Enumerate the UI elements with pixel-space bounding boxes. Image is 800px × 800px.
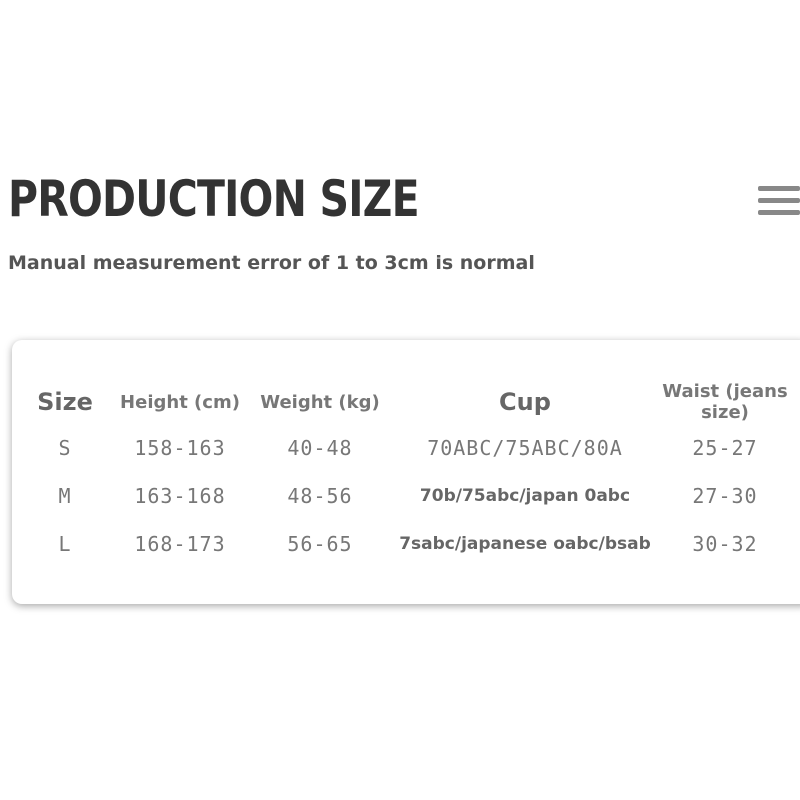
column-header: Size — [37, 388, 93, 416]
cell: 40-48 — [287, 436, 353, 460]
cell: 30-32 — [692, 532, 758, 556]
cell: 25-27 — [692, 436, 758, 460]
column-header: Weight (kg) — [260, 391, 380, 413]
cell: S — [58, 436, 72, 460]
cell: 168-173 — [134, 532, 226, 556]
cell: 70b/75abc/japan 0abc — [419, 486, 631, 506]
cell: 48-56 — [287, 484, 353, 508]
cell: M — [58, 484, 72, 508]
cell: 70ABC/75ABC/80A — [427, 436, 623, 460]
cell: 158-163 — [134, 436, 226, 460]
column-header: Height (cm) — [120, 391, 240, 413]
menu-icon[interactable] — [758, 186, 800, 222]
row: S 158-163 40-48 70ABC/75ABC/80A 25-27 — [20, 424, 790, 472]
cell: 7sabc/japanese oabc/bsab — [399, 534, 651, 554]
row: L 168-173 56-65 7sabc/japanese oabc/bsab 30-… — [20, 520, 790, 568]
size-table: Size Height (cm) Weight (kg) Cup Waist (jean… — [20, 380, 790, 568]
cell: 163-168 — [134, 484, 226, 508]
row: M 163-168 48-56 70b/75abc/japan 0abc 27-30 — [20, 472, 790, 520]
subtitle: Manual measurement error of 1 to 3cm is … — [8, 252, 535, 274]
table-card — [12, 340, 800, 604]
column-header: Cup — [499, 388, 551, 416]
cell: 27-30 — [692, 484, 758, 508]
title: PRODUCTION SIZE — [8, 170, 420, 228]
cell: L — [58, 532, 72, 556]
column-header: Waist (jeans size) — [662, 381, 788, 423]
cell: 56-65 — [287, 532, 353, 556]
